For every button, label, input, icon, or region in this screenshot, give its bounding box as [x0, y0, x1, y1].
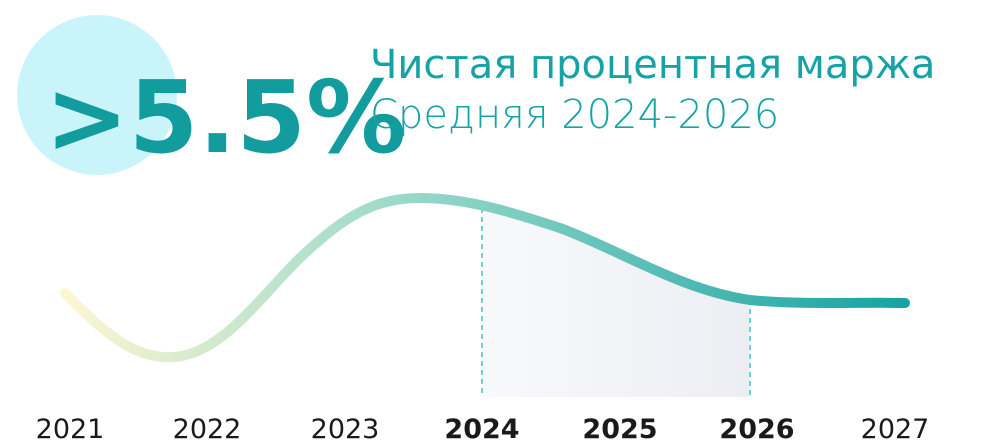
- badge-circle: [17, 15, 177, 175]
- year-label: 2022: [173, 414, 242, 445]
- title: Чистая процентная маржа: [370, 42, 935, 88]
- year-label: 2023: [311, 414, 380, 445]
- trend-curve: [60, 192, 910, 363]
- period-area: [482, 207, 750, 397]
- subtitle: Средняя 2024-2026: [370, 92, 779, 138]
- year-label: 2025: [582, 414, 657, 445]
- year-label: 2021: [36, 414, 105, 445]
- year-label: 2027: [861, 414, 930, 445]
- year-label: 2024: [444, 414, 519, 445]
- year-label: 2026: [719, 414, 794, 445]
- headline: >5.5%: [45, 59, 406, 176]
